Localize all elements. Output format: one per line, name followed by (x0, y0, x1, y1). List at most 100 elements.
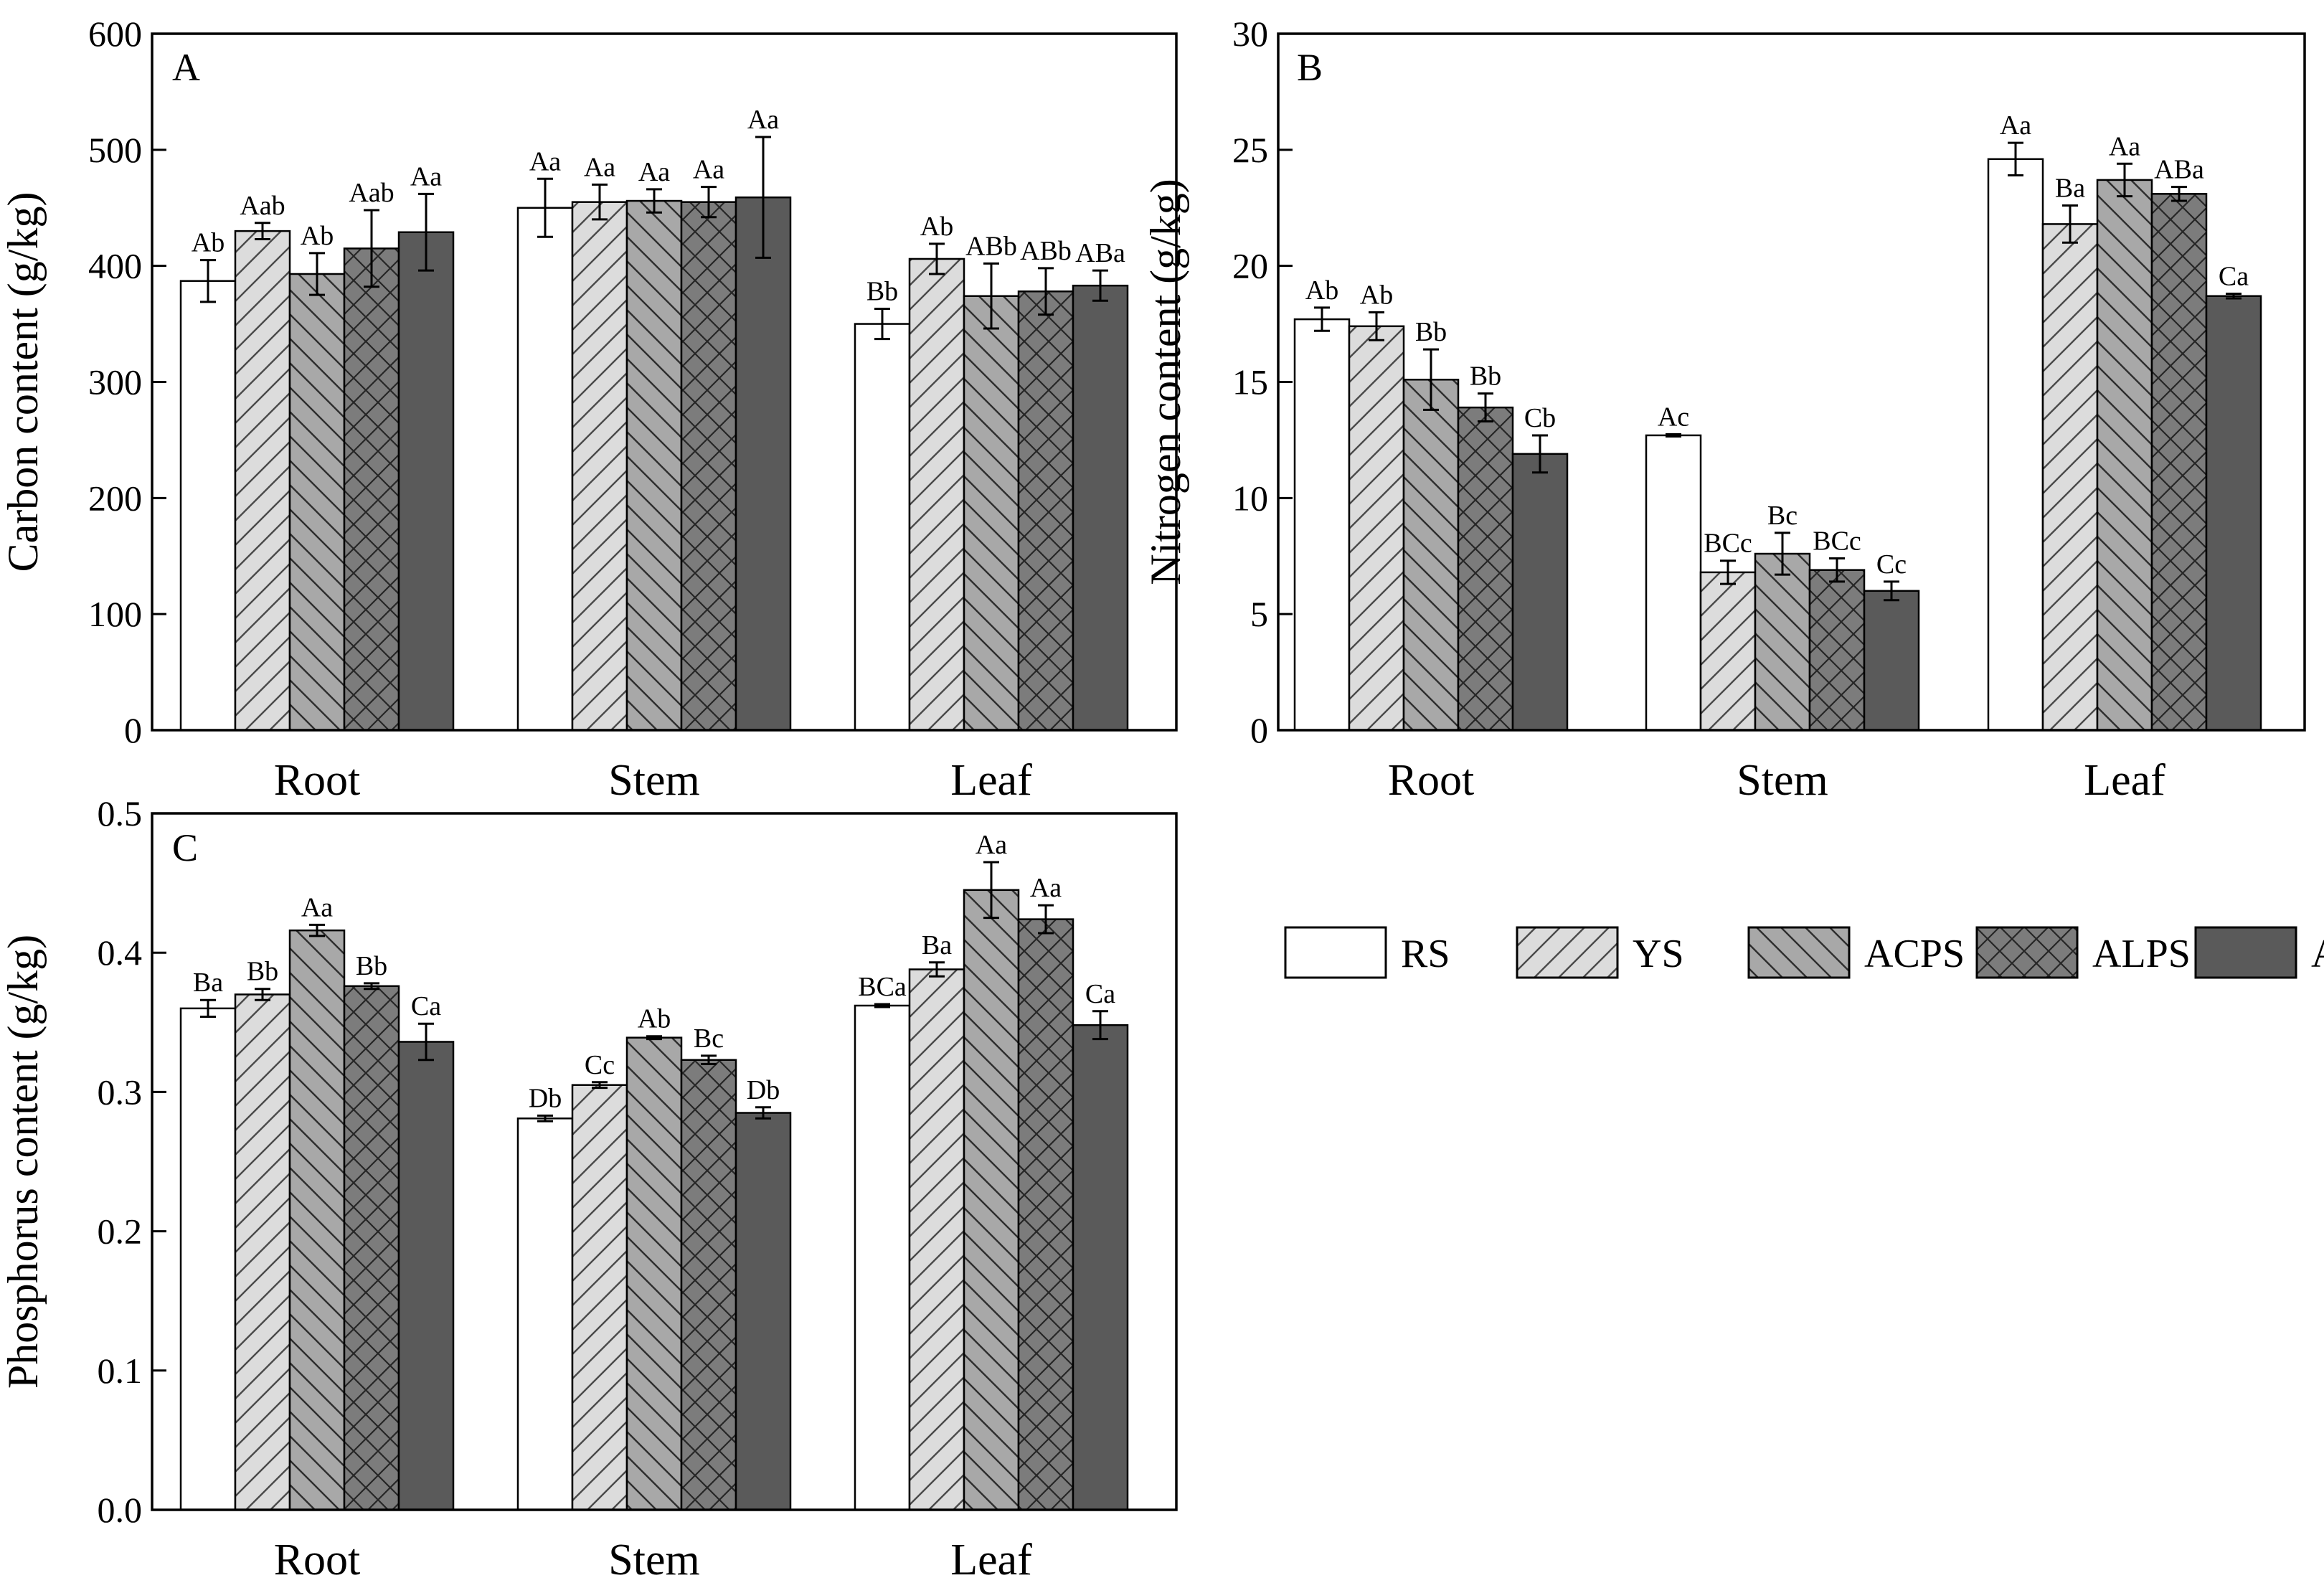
sig-label-leaf-rs: BCa (858, 972, 907, 1002)
error-bar-leaf-alps (2171, 186, 2187, 202)
sig-label-root-acps: Bb (1415, 317, 1447, 347)
sig-label-root-alps: Aab (349, 178, 394, 208)
panel-letter: B (1297, 46, 1323, 89)
sig-label-stem-as: Cc (1876, 549, 1907, 580)
error-bar-leaf-rs (874, 308, 890, 341)
category-label-leaf: Leaf (950, 756, 1032, 805)
y-tick-label: 200 (88, 478, 142, 518)
sig-label-leaf-alps: Aa (1030, 873, 1062, 903)
bar-leaf-ys (908, 257, 965, 732)
bar-stem-as (734, 1112, 792, 1511)
panel-letter: C (172, 826, 198, 869)
error-bar-leaf-as (1092, 269, 1108, 302)
panel-b: Ab Ab Bb Bb Cb Root Ac BCc Bc BCc Cc Stem Aa Ba Aa ABa C… (1142, 14, 2306, 805)
sig-label-stem-alps: Bc (694, 1024, 724, 1054)
category-label-root: Root (274, 1536, 361, 1583)
bar-leaf-alps (1017, 290, 1074, 732)
sig-label-root-as: Ca (411, 991, 441, 1021)
error-bar-stem-rs (1666, 433, 1681, 438)
error-bar-root-acps (309, 923, 325, 937)
sig-label-stem-acps: Ab (638, 1004, 671, 1034)
sig-label-leaf-alps: ABb (1020, 236, 1072, 266)
category-label-leaf: Leaf (950, 1536, 1032, 1583)
legend-swatch-as (2194, 926, 2297, 979)
sig-label-root-ys: Aab (240, 191, 285, 221)
bar-stem-acps (625, 1036, 683, 1511)
error-bar-leaf-rs (874, 1003, 890, 1008)
sig-label-root-acps: Aa (301, 892, 333, 922)
bar-leaf-as (2205, 295, 2262, 732)
error-bar-stem-alps (701, 186, 717, 219)
sig-label-stem-rs: Ac (1658, 402, 1689, 432)
error-bar-root-rs (200, 259, 216, 303)
error-bar-leaf-ys (929, 242, 945, 275)
category-label-stem: Stem (1737, 756, 1828, 805)
legend-label-acps: ACPS (1864, 932, 1965, 976)
error-bar-leaf-as (1092, 1010, 1108, 1041)
error-bar-stem-as (755, 136, 771, 259)
bar-leaf-as (1072, 1024, 1129, 1511)
error-bar-stem-as (1884, 580, 1899, 602)
bar-root-acps (288, 273, 346, 732)
sig-label-stem-as: Aa (747, 105, 779, 135)
sig-label-leaf-acps: Aa (976, 830, 1007, 860)
y-tick-label: 0.5 (98, 793, 143, 833)
bar-stem-rs (1645, 434, 1702, 732)
plot-frame (151, 812, 1178, 1511)
bar-leaf-acps (963, 889, 1020, 1511)
bar-root-rs (179, 1007, 237, 1511)
y-tick-label: 25 (1232, 130, 1268, 170)
bar-root-alps (1457, 406, 1514, 732)
sig-label-stem-acps: Aa (638, 157, 670, 187)
bar-root-ys (234, 230, 291, 732)
error-bar-stem-ys (1720, 559, 1736, 585)
bar-root-rs (179, 280, 237, 732)
sig-label-root-rs: Ba (193, 968, 223, 998)
y-axis-title: Phosphorus content (g/kg) (0, 935, 47, 1389)
legend-label-ys: YS (1633, 932, 1684, 976)
sig-label-root-as: Cb (1524, 403, 1556, 433)
error-bar-stem-ys (592, 1081, 608, 1090)
bar-root-acps (1402, 379, 1460, 732)
panel-a: Ab Aab Ab Aab Aa Root Aa Aa Aa Aa Aa Stem Bb Ab ABb ABb… (0, 14, 1178, 805)
bar-leaf-rs (1987, 158, 2044, 732)
bar-stem-alps (680, 1059, 737, 1511)
error-bar-root-ys (1369, 311, 1384, 341)
sig-label-root-as: Aa (410, 161, 442, 192)
legend-label-as: AS (2311, 932, 2324, 976)
sig-label-stem-rs: Aa (529, 146, 561, 176)
error-bar-root-ys (255, 988, 270, 1001)
category-label-stem: Stem (608, 756, 699, 805)
y-tick-label: 400 (88, 246, 142, 286)
sig-label-leaf-alps: ABa (2154, 155, 2204, 185)
panel-c: Ba Bb Aa Bb Ca Root Db Cc Ab Bc Db Stem BCa Ba Aa Aa Ca L… (0, 793, 1178, 1583)
error-bar-stem-as (755, 1106, 771, 1120)
bar-stem-ys (571, 201, 628, 732)
legend-label-alps: ALPS (2092, 932, 2191, 976)
sig-label-root-alps: Bb (356, 951, 387, 981)
bar-leaf-ys (908, 968, 965, 1511)
bar-stem-alps (680, 201, 737, 732)
bar-root-alps (343, 247, 400, 732)
bar-stem-acps (625, 199, 683, 732)
sig-label-stem-ys: BCc (1704, 529, 1752, 559)
error-bar-stem-alps (701, 1054, 717, 1066)
error-bar-stem-ys (592, 183, 608, 221)
error-bar-root-rs (200, 998, 216, 1019)
error-bar-leaf-ys (2062, 204, 2078, 244)
error-bar-root-alps (364, 982, 379, 991)
category-label-root: Root (274, 756, 361, 805)
bar-leaf-rs (854, 323, 911, 732)
y-tick-label: 100 (88, 594, 142, 634)
y-axis-title: Carbon content (g/kg) (0, 192, 47, 572)
bar-root-rs (1293, 318, 1351, 732)
sig-label-stem-alps: Aa (693, 155, 724, 185)
sig-label-root-rs: Ab (192, 228, 225, 258)
error-bar-root-alps (364, 209, 379, 288)
y-tick-label: 20 (1232, 246, 1268, 286)
error-bar-leaf-acps (2117, 162, 2132, 198)
panel-letter: A (172, 46, 200, 89)
y-tick-label: 0 (1250, 710, 1268, 750)
bar-stem-as (734, 196, 792, 732)
